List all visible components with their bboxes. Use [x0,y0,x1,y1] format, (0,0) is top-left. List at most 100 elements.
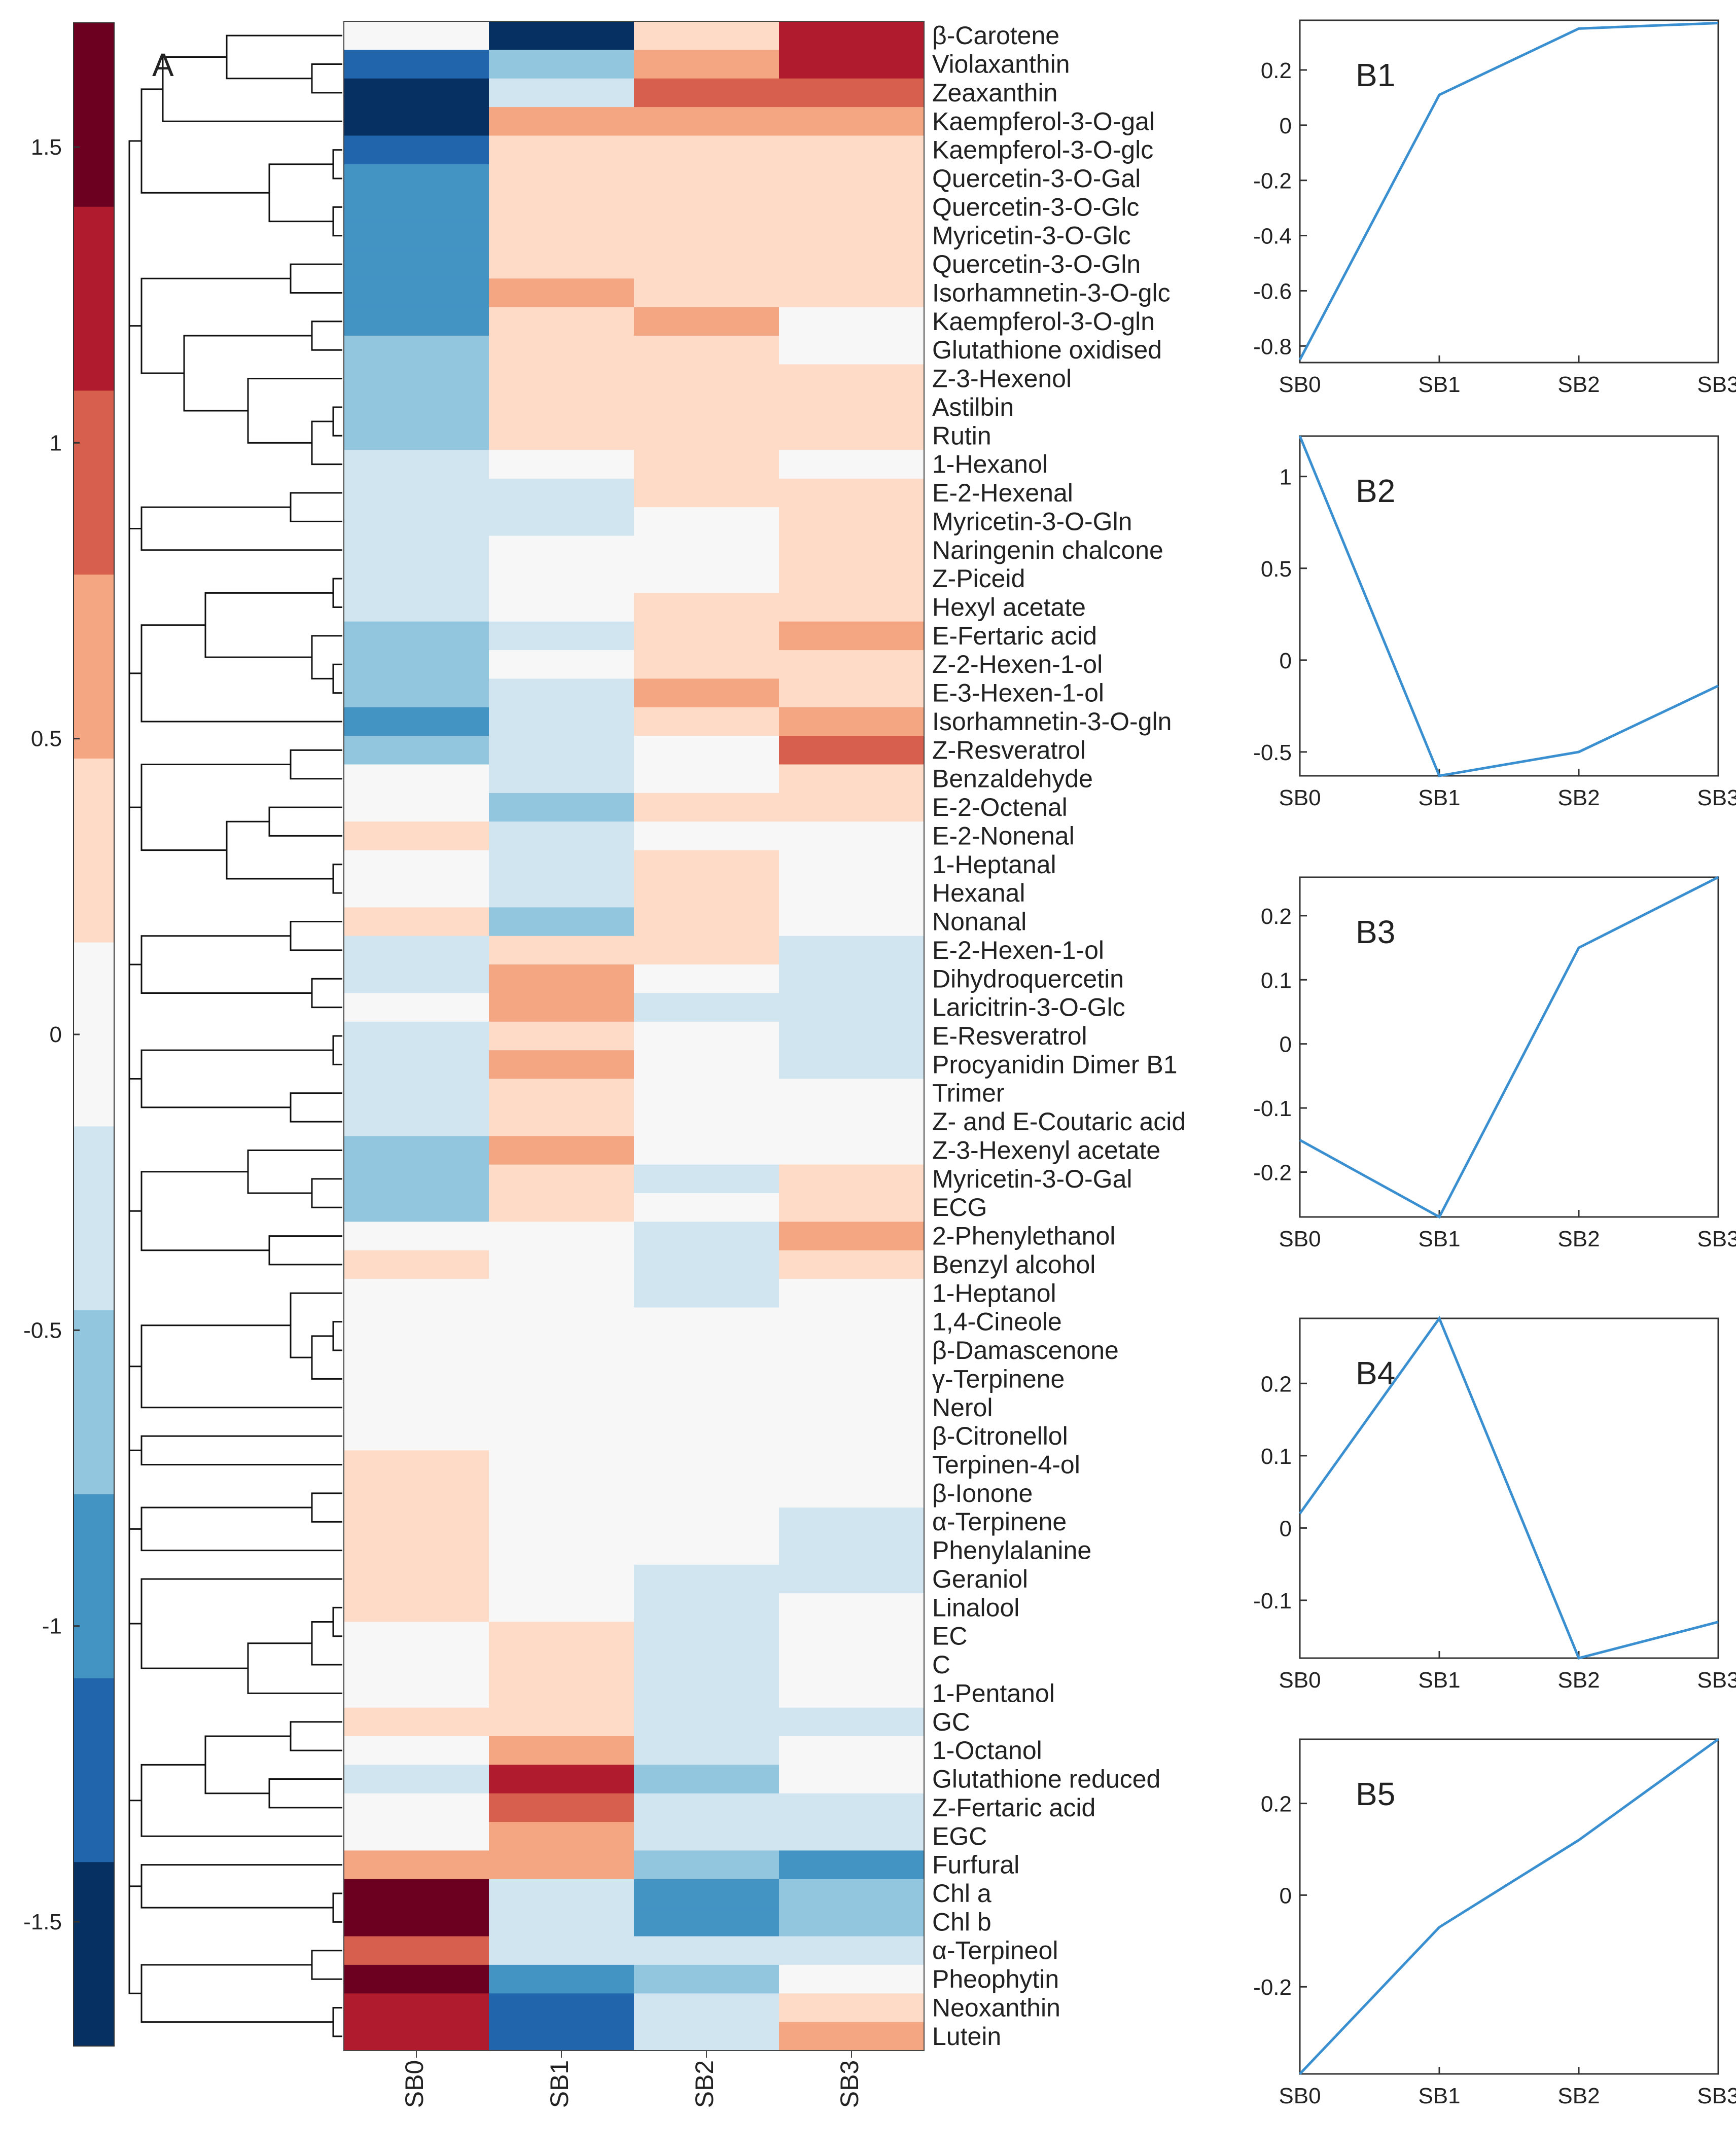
row-label: Z-3-Hexenol [932,365,1072,393]
heatmap-cell [344,1250,489,1279]
row-label: E-2-Nonenal [932,821,1075,850]
colorbar-segment [74,1678,114,1862]
heatmap-cell [779,707,925,736]
dendrogram-link [162,56,342,122]
heatmap-cell [344,1822,489,1851]
dendrogram-link [268,806,342,837]
heatmap-cell [634,1307,780,1337]
heatmap-cell [779,1879,925,1908]
heatmap-cell [489,707,634,736]
y-tick-label: 0 [1280,1883,1292,1908]
heatmap-cell [779,21,925,50]
heatmap-cell [779,621,925,651]
heatmap-cell [489,736,634,765]
dendrogram-link [311,420,342,465]
x-tick-label: SB1 [1418,785,1460,810]
row-label: Chl a [932,1879,991,1908]
row-label: Dihydroquercetin [932,964,1124,993]
heatmap-cell [779,535,925,565]
heatmap-cell [634,850,780,879]
dendrogram-link [332,406,342,437]
dendrogram-link [332,2006,342,2037]
heatmap: β-CaroteneViolaxanthinZeaxanthinKaempfer… [343,21,1186,2108]
y-tick-label: -0.1 [1253,1096,1292,1121]
heatmap-cell [489,1393,634,1422]
heatmap-cell [779,1079,925,1108]
heatmap-cell [779,993,925,1022]
dendrogram-link [128,1528,141,1625]
heatmap-cell [779,1593,925,1623]
heatmap-cell [489,1307,634,1337]
dendrogram-link [311,63,342,94]
heatmap-cell [344,1193,489,1222]
dendrogram-link [290,1292,342,1358]
heatmap-cell [634,1879,780,1908]
heatmap-cell [489,107,634,136]
heatmap-cell [634,1079,780,1108]
heatmap-cell [779,78,925,107]
row-label: Isorhamnetin-3-O-gln [932,707,1172,736]
heatmap-cell [344,878,489,908]
heatmap-cell [634,1936,780,1965]
colorbar-segment [74,1494,114,1679]
heatmap-cell [634,135,780,165]
row-label: Trimer [932,1079,1005,1107]
line-plots: -0.8 -0.6 -0.4 -0.2 0 0.2 SB0 SB1 SB2 SB3 B1 -0.5 0 0… [1253,19,1736,2108]
row-label: Rutin [932,421,991,450]
heatmap-cell [344,1908,489,1937]
colorbar-segment [74,758,114,943]
heatmap-cell [344,1679,489,1708]
x-tick-label: SB3 [1697,1668,1736,1693]
dendrogram-link [247,378,342,444]
row-label: Z-Piceid [932,564,1025,593]
heatmap-cell [779,193,925,222]
heatmap-cell [344,50,489,79]
dendrogram-link [140,1864,342,1909]
heatmap-cell [489,1479,634,1508]
row-label: E-2-Hexenal [932,479,1073,507]
heatmap-cell [634,364,780,393]
heatmap-cell [779,50,925,79]
dendrogram-link [332,663,342,694]
heatmap-cell [779,878,925,908]
heatmap-cell [489,1222,634,1251]
heatmap-cell [489,621,634,651]
row-label: GC [932,1708,970,1736]
row-label: Myricetin-3-O-Gal [932,1165,1132,1193]
row-label: 2-Phenylethanol [932,1222,1115,1250]
series-line [1298,436,1719,777]
heatmap-cell [634,964,780,994]
heatmap-cell [634,1164,780,1194]
heatmap-cell [779,1822,925,1851]
row-label: Glutathione reduced [932,1765,1160,1794]
heatmap-cell [489,1536,634,1565]
heatmap-cell [344,1622,489,1651]
row-label: Z-Fertaric acid [932,1794,1095,1822]
dendrogram-link [332,1035,342,1065]
heatmap-cell [489,1736,634,1765]
row-label: Kaempferol-3-O-glc [932,136,1153,164]
row-label: Quercetin-3-O-Gln [932,250,1141,278]
heatmap-cell [344,107,489,136]
heatmap-cell [634,1393,780,1422]
heatmap-cell [344,392,489,422]
heatmap-cell [344,336,489,365]
heatmap-cell [779,907,925,937]
heatmap-cell [634,593,780,622]
dendrogram-link [311,1492,342,1523]
heatmap-cell [634,736,780,765]
heatmap-cell [779,364,925,393]
row-label: β-Citronellol [932,1422,1068,1450]
line-plot-b1: -0.8 -0.6 -0.4 -0.2 0 0.2 SB0 SB1 SB2 SB3 B1 [1253,19,1736,397]
heatmap-cell [634,1850,780,1880]
heatmap-cell [489,450,634,479]
heatmap-cell [344,1936,489,1965]
heatmap-cell [344,307,489,336]
heatmap-cell [489,1136,634,1165]
dendrogram-link [290,1721,342,1751]
column-label: SB2 [690,2060,719,2108]
row-label: γ-Terpinene [932,1365,1065,1393]
x-tick-label: SB3 [1697,372,1736,397]
dendrogram-link [140,1171,269,1251]
